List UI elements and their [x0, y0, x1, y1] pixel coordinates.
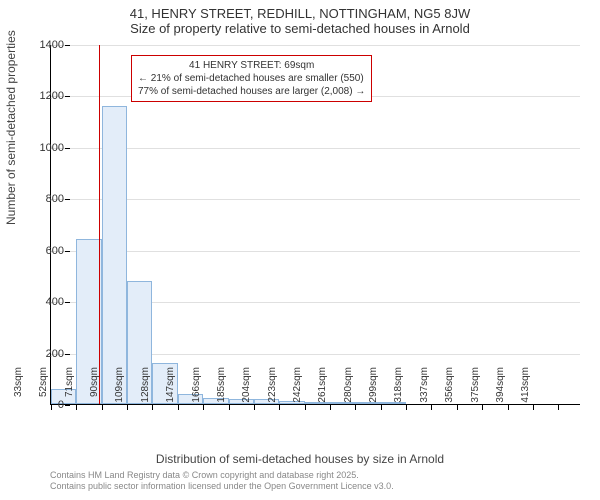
x-tick-label: 109sqm	[114, 367, 125, 409]
annotation-line: ← 21% of semi-detached houses are smalle…	[138, 72, 365, 85]
y-axis-label: Number of semi-detached properties	[4, 30, 18, 225]
x-tick-mark	[305, 405, 306, 410]
title-block: 41, HENRY STREET, REDHILL, NOTTINGHAM, N…	[0, 0, 600, 36]
x-tick-mark	[533, 405, 534, 410]
x-tick-mark	[102, 405, 103, 410]
y-tick-label: 200	[24, 348, 64, 360]
x-tick-label: 318sqm	[393, 367, 404, 409]
y-tick-label: 1400	[24, 39, 64, 51]
x-tick-mark	[508, 405, 509, 410]
y-tick-mark	[65, 405, 70, 406]
x-tick-label: 166sqm	[191, 367, 202, 409]
x-tick-label: 71sqm	[64, 367, 75, 409]
x-tick-mark	[558, 405, 559, 410]
y-tick-mark	[65, 96, 70, 97]
x-tick-mark	[431, 405, 432, 410]
x-tick-label: 280sqm	[343, 367, 354, 409]
x-tick-mark	[330, 405, 331, 410]
x-tick-mark	[406, 405, 407, 410]
x-tick-mark	[279, 405, 280, 410]
x-tick-mark	[203, 405, 204, 410]
x-tick-label: 242sqm	[292, 367, 303, 409]
highlight-line	[99, 45, 100, 404]
chart-subtitle: Size of property relative to semi-detach…	[0, 21, 600, 36]
chart-title: 41, HENRY STREET, REDHILL, NOTTINGHAM, N…	[0, 6, 600, 21]
x-tick-label: 33sqm	[13, 367, 24, 409]
y-tick-label: 800	[24, 193, 64, 205]
footer-line-1: Contains HM Land Registry data © Crown c…	[50, 470, 394, 481]
y-tick-label: 600	[24, 245, 64, 257]
x-tick-label: 128sqm	[140, 367, 151, 409]
y-tick-mark	[65, 302, 70, 303]
x-tick-mark	[482, 405, 483, 410]
x-tick-label: 337sqm	[419, 367, 430, 409]
y-tick-label: 1000	[24, 142, 64, 154]
y-tick-label: 1200	[24, 90, 64, 102]
gridline	[51, 45, 580, 46]
x-tick-mark	[127, 405, 128, 410]
y-tick-mark	[65, 354, 70, 355]
annotation-line: 77% of semi-detached houses are larger (…	[138, 85, 365, 98]
y-tick-mark	[65, 199, 70, 200]
x-tick-mark	[254, 405, 255, 410]
x-tick-label: 223sqm	[267, 367, 278, 409]
x-tick-label: 204sqm	[241, 367, 252, 409]
x-tick-label: 413sqm	[520, 367, 531, 409]
x-tick-label: 147sqm	[165, 367, 176, 409]
x-tick-label: 261sqm	[317, 367, 328, 409]
x-tick-mark	[355, 405, 356, 410]
x-tick-label: 356sqm	[444, 367, 455, 409]
x-tick-mark	[229, 405, 230, 410]
x-tick-label: 185sqm	[216, 367, 227, 409]
gridline	[51, 199, 580, 200]
footer-attribution: Contains HM Land Registry data © Crown c…	[50, 470, 394, 492]
y-tick-mark	[65, 251, 70, 252]
chart-area: 33sqm52sqm71sqm90sqm109sqm128sqm147sqm16…	[50, 45, 580, 405]
gridline	[51, 251, 580, 252]
annotation-box: 41 HENRY STREET: 69sqm← 21% of semi-deta…	[131, 55, 372, 102]
x-tick-mark	[457, 405, 458, 410]
x-tick-label: 394sqm	[495, 367, 506, 409]
annotation-line: 41 HENRY STREET: 69sqm	[138, 59, 365, 72]
x-tick-label: 375sqm	[470, 367, 481, 409]
x-tick-mark	[381, 405, 382, 410]
footer-line-2: Contains public sector information licen…	[50, 481, 394, 492]
x-tick-label: 299sqm	[368, 367, 379, 409]
plot-region: 33sqm52sqm71sqm90sqm109sqm128sqm147sqm16…	[50, 45, 580, 405]
y-tick-mark	[65, 45, 70, 46]
x-tick-mark	[152, 405, 153, 410]
x-axis-label: Distribution of semi-detached houses by …	[0, 452, 600, 466]
x-tick-mark	[178, 405, 179, 410]
x-tick-mark	[76, 405, 77, 410]
chart-container: 41, HENRY STREET, REDHILL, NOTTINGHAM, N…	[0, 0, 600, 500]
histogram-bar	[102, 106, 127, 404]
y-tick-mark	[65, 148, 70, 149]
y-tick-label: 0	[24, 399, 64, 411]
gridline	[51, 148, 580, 149]
y-tick-label: 400	[24, 296, 64, 308]
